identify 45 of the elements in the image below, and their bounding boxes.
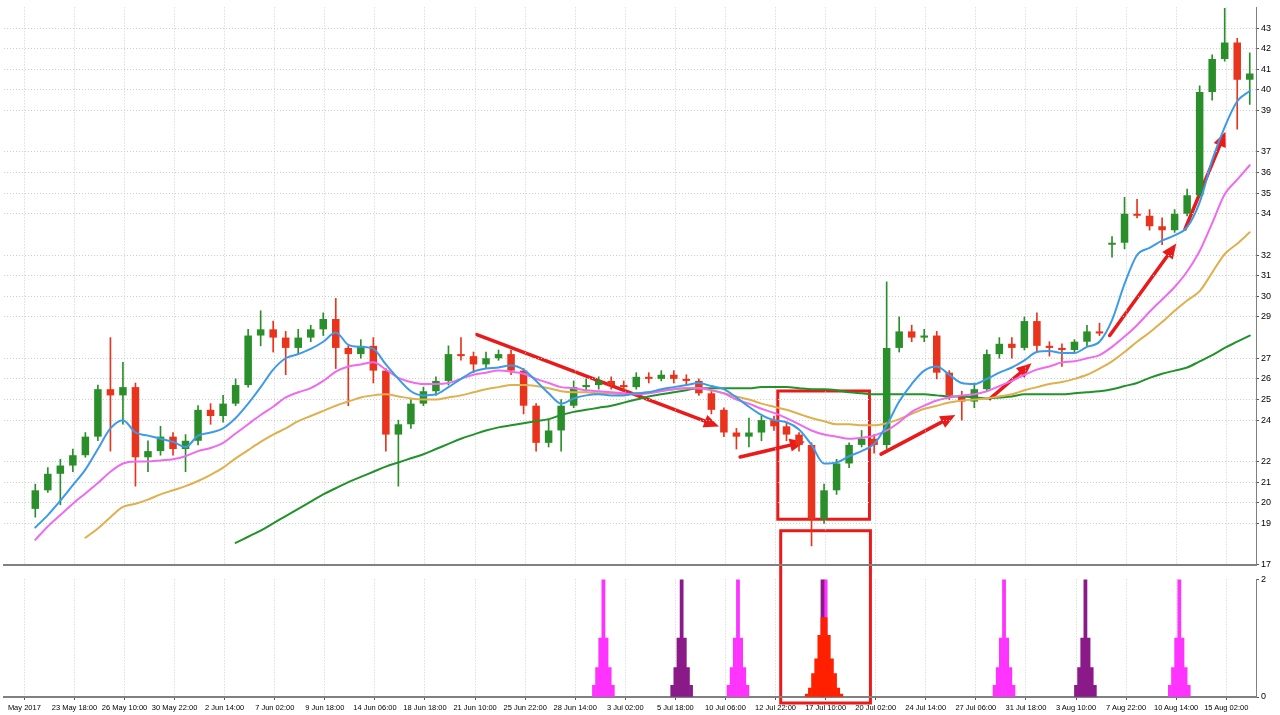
y-tick-label: 2 (1261, 573, 1267, 584)
y-tick-label: 32 (1261, 249, 1272, 260)
candlestick (1133, 198, 1141, 219)
y-tick-label: 25 (1261, 393, 1272, 404)
candlestick (645, 372, 653, 384)
line-series (34, 89, 1251, 529)
y-tick-label: 36 (1261, 166, 1272, 177)
candlestick (920, 329, 928, 343)
bar (1177, 579, 1182, 697)
y-tick-label: 40 (1261, 84, 1272, 95)
candlestick (594, 376, 603, 390)
y-tick-label: 29 (1261, 311, 1272, 322)
bar (1002, 579, 1006, 697)
candlestick (1108, 236, 1116, 258)
y-tick-label: 31 (1261, 270, 1272, 281)
y-tick-label: 19 (1261, 517, 1272, 528)
bar (736, 579, 740, 697)
y-tick-label: 22 (1261, 455, 1272, 466)
candlestick (457, 337, 465, 361)
candlestick (1245, 52, 1254, 105)
y-tick-label: 43 (1261, 22, 1272, 33)
y-tick-label: 37 (1261, 146, 1272, 157)
y-tick-label: 21 (1261, 476, 1272, 487)
y-tick-label: 34 (1261, 208, 1272, 219)
y-tick-label: 0 (1261, 691, 1267, 702)
y-tick-label: 24 (1261, 414, 1272, 425)
candlestick (1008, 337, 1016, 359)
candlestick (144, 440, 152, 473)
candlestick (607, 376, 615, 390)
y-tick-label: 27 (1261, 352, 1272, 363)
bar (679, 579, 684, 697)
y-tick-label: 26 (1261, 373, 1272, 384)
candlestick (119, 362, 127, 425)
y-tick-label: 30 (1261, 290, 1272, 301)
line-series (234, 334, 1251, 544)
y-tick-label: 39 (1261, 105, 1272, 116)
candlestick (745, 417, 753, 448)
line-series (84, 231, 1251, 539)
y-tick-label: 41 (1261, 63, 1272, 74)
y-tick-label: 35 (1261, 187, 1272, 198)
y-tick-label: 20 (1261, 497, 1272, 508)
line-series (34, 164, 1251, 541)
candlestick (619, 380, 628, 392)
y-tick-label: 42 (1261, 43, 1272, 54)
y-tick-label: 17 (1261, 559, 1272, 570)
